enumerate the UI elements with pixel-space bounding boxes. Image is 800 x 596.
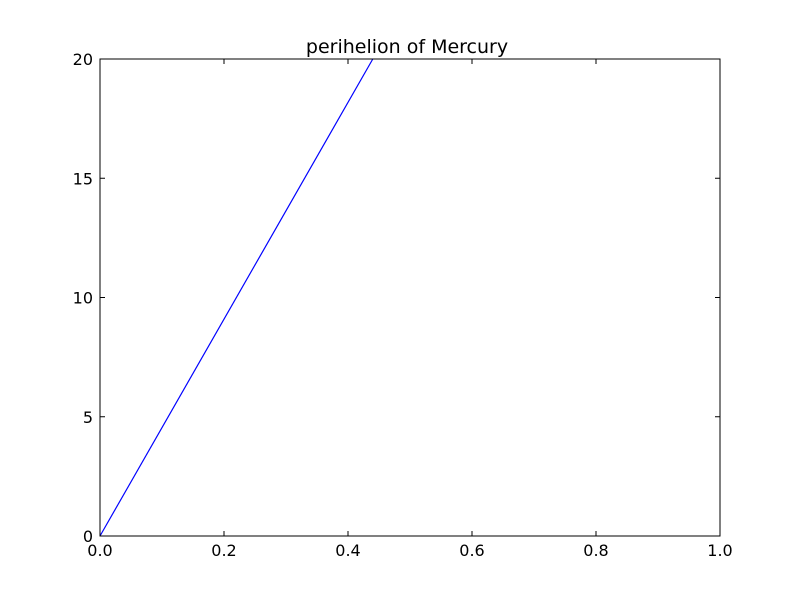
x-tick-label: 0.8	[583, 541, 608, 560]
series-line-0	[99, 58, 374, 537]
x-tick-label: 0.2	[211, 541, 236, 560]
x-tick-label: 1.0	[707, 541, 732, 560]
tick-layer: 0.0 0.2 0.4 0.6 0.8 1.0 0 5 10 15 20	[73, 50, 733, 560]
y-tick-label: 5	[83, 408, 93, 427]
x-tick-label: 0.6	[459, 541, 484, 560]
series-layer	[99, 58, 374, 537]
plot-area	[100, 59, 720, 536]
chart-title: perihelion of Mercury	[306, 36, 508, 58]
y-tick-label: 20	[73, 50, 93, 69]
y-tick-label: 10	[73, 289, 93, 308]
y-tick-label: 15	[73, 169, 93, 188]
y-tick-label: 0	[83, 527, 93, 546]
x-tick-label: 0.4	[335, 541, 360, 560]
axes-frame	[99, 58, 721, 537]
x-tick-label: 0.0	[87, 541, 112, 560]
